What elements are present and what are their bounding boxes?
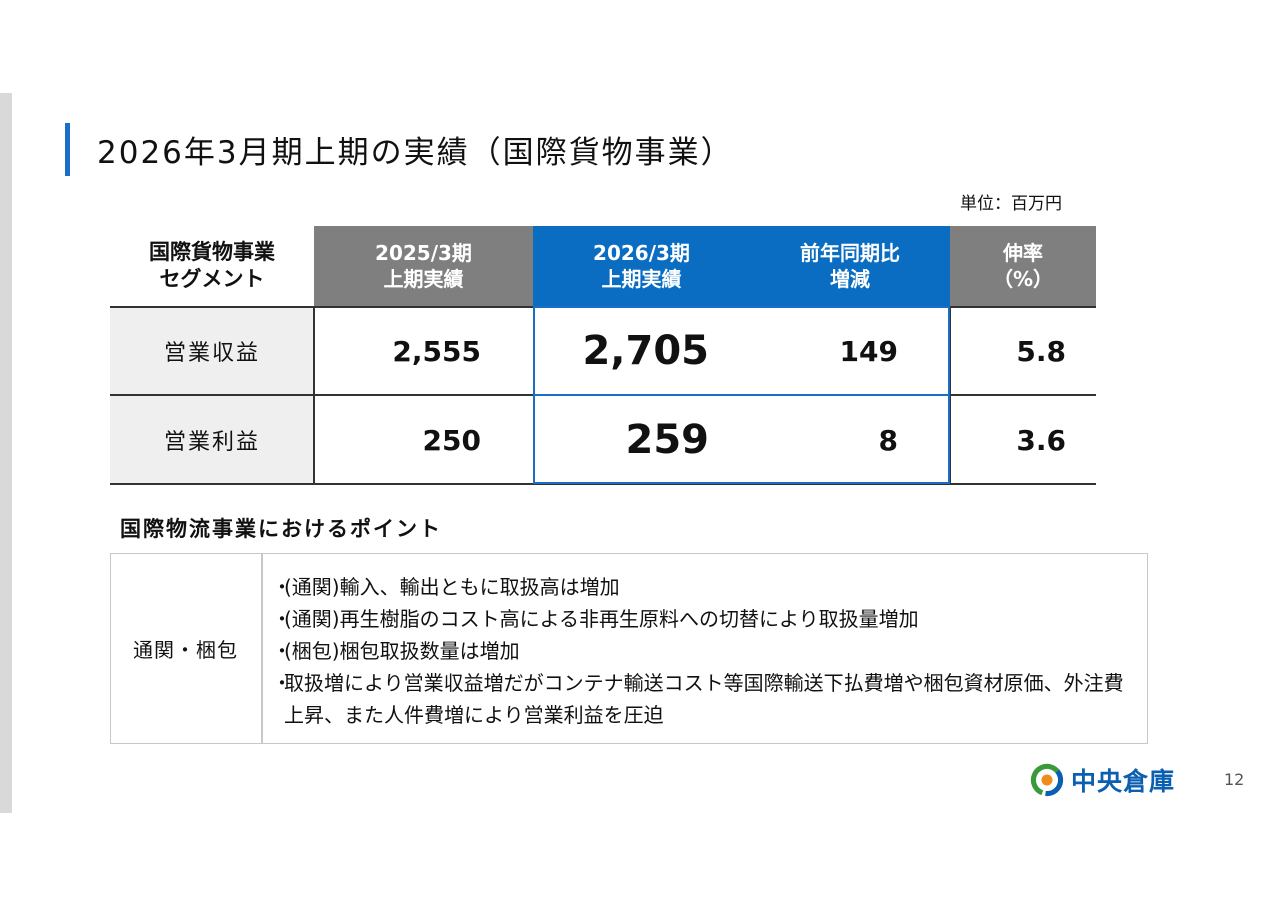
header-segment-line2: セグメント (159, 267, 265, 291)
header-segment-line1: 国際貨物事業 (149, 240, 275, 264)
bullet-text: 取扱増により営業収益増だがコンテナ輸送コスト等国際輸送下払費増や梱包資材原価、外… (284, 671, 1124, 727)
points-label: 通関・梱包 (133, 638, 238, 662)
highlight-frame (533, 306, 950, 484)
table-rule-v1 (313, 306, 315, 484)
header-diff: 前年同期比 増減 (750, 226, 950, 306)
header-curr-line1: 2026/3期 (593, 241, 690, 265)
cell-revenue-prev: 2,555 (392, 334, 481, 368)
header-prev-line2: 上期実績 (383, 267, 464, 291)
header-rate: 伸率 （%） (950, 226, 1096, 306)
bullet-mark: ・ (272, 575, 292, 599)
header-prev-line1: 2025/3期 (375, 241, 472, 265)
points-title: 国際物流事業におけるポイント (120, 517, 442, 541)
cell-profit-curr: 259 (625, 417, 710, 463)
points-divider (261, 553, 263, 744)
list-item: ・(通関)輸入、輸出ともに取扱高は増加 (272, 571, 1139, 603)
page-title: 2026年3月期上期の実績（国際貨物事業） (97, 135, 734, 171)
points-list: ・(通関)輸入、輸出ともに取扱高は増加 ・(通関)再生樹脂のコスト高による非再生… (272, 571, 1139, 731)
list-item: ・(梱包)梱包取扱数量は増加 (272, 635, 1139, 667)
bullet-text: (通関)再生樹脂のコスト高による非再生原料への切替により取扱量増加 (284, 607, 919, 631)
header-segment: 国際貨物事業 セグメント (110, 226, 314, 306)
cell-profit-prev: 250 (422, 423, 481, 457)
header-prev: 2025/3期 上期実績 (314, 226, 533, 306)
bullet-mark: ・ (272, 671, 292, 695)
header-curr: 2026/3期 上期実績 (533, 226, 750, 306)
bullet-mark: ・ (272, 607, 292, 631)
header-curr-line2: 上期実績 (601, 267, 682, 291)
cell-profit-rate: 3.6 (1016, 423, 1066, 457)
bullet-mark: ・ (272, 639, 292, 663)
row-label-operating-profit: 営業利益 (110, 396, 314, 484)
header-rate-line2: （%） (992, 267, 1054, 291)
logo-text: 中央倉庫 (1071, 767, 1176, 796)
title-accent-bar (65, 123, 70, 176)
header-diff-line2: 増減 (830, 267, 870, 291)
header-diff-line1: 前年同期比 (800, 241, 900, 265)
header-rate-line1: 伸率 (1002, 241, 1043, 265)
bullet-text: (梱包)梱包取扱数量は増加 (284, 639, 520, 663)
cell-profit-diff: 8 (878, 423, 898, 457)
list-item: ・(通関)再生樹脂のコスト高による非再生原料への切替により取扱量増加 (272, 603, 1139, 635)
chuo-soko-logo-icon (1030, 763, 1064, 797)
page-number: 12 (1224, 770, 1245, 789)
company-logo: 中央倉庫 (1030, 762, 1175, 798)
list-item: ・取扱増により営業収益増だがコンテナ輸送コスト等国際輸送下払費増や梱包資材原価、… (272, 667, 1139, 731)
bullet-text: (通関)輸入、輸出ともに取扱高は増加 (284, 575, 620, 599)
highlight-frame-divider (535, 394, 948, 396)
row-label-revenue: 営業収益 (110, 307, 314, 395)
cell-revenue-diff: 149 (839, 334, 898, 368)
cell-revenue-rate: 5.8 (1016, 334, 1066, 368)
unit-label: 単位：百万円 (960, 194, 1062, 214)
left-edge-bar (0, 93, 12, 813)
points-box (110, 553, 1148, 744)
cell-revenue-curr: 2,705 (582, 328, 709, 374)
header-curr-block (533, 226, 950, 306)
